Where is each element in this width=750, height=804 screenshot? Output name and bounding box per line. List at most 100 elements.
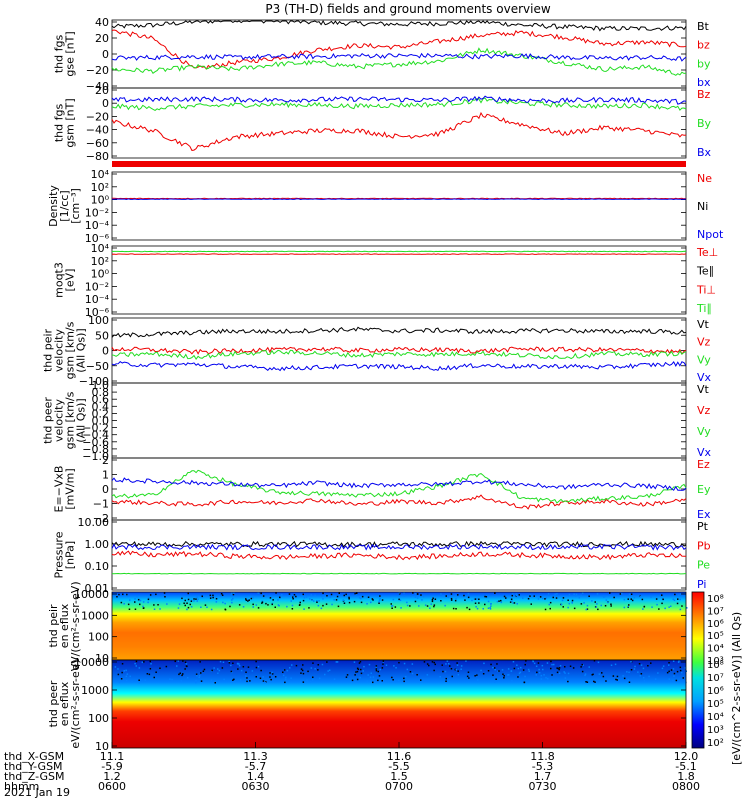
panel-frame: [111, 245, 687, 315]
heatmap-speck: [572, 667, 575, 669]
heatmap-speck: [426, 674, 429, 676]
heatmap-speck: [621, 592, 623, 595]
heatmap-speck: [295, 595, 297, 598]
heatmap-speck: [277, 604, 280, 606]
heatmap-speck: [616, 678, 618, 680]
heatmap-speck: [382, 661, 385, 663]
heatmap-speck: [476, 607, 479, 610]
heatmap-speck: [120, 601, 123, 604]
y-tick-label: −100: [79, 375, 109, 388]
heatmap-speck: [656, 603, 658, 606]
heatmap-speck: [257, 665, 260, 668]
heatmap-speck: [314, 594, 316, 597]
heatmap-speck: [212, 596, 214, 599]
heatmap-speck: [580, 603, 583, 605]
heatmap-speck: [575, 593, 578, 596]
heatmap-speck: [538, 672, 541, 674]
heatmap-speck: [512, 593, 514, 595]
heatmap-speck: [181, 674, 183, 677]
heatmap-speck: [406, 601, 408, 604]
orbit-row-value: -5.9: [101, 760, 122, 773]
y-axis-label: E=−VxB[mV/m]: [53, 466, 77, 513]
heatmap-speck: [271, 602, 274, 605]
heatmap-speck: [676, 670, 679, 673]
heatmap-speck: [274, 606, 276, 608]
heatmap-speck: [610, 664, 613, 666]
y-tick-label: 10: [95, 652, 109, 665]
heatmap-speck: [302, 681, 305, 683]
heatmap-speck: [482, 673, 485, 675]
heatmap-speck: [247, 600, 249, 602]
legend-Pt: Pt: [697, 520, 709, 533]
heatmap-speck: [440, 600, 442, 602]
heatmap-speck: [432, 597, 434, 599]
y-tick-label: 10⁴: [91, 242, 110, 255]
heatmap-speck: [475, 606, 477, 608]
heatmap-speck: [209, 594, 212, 597]
heatmap-speck: [668, 670, 670, 673]
heatmap-speck: [454, 599, 457, 602]
heatmap-speck: [476, 679, 479, 681]
legend-Ez: Ez: [697, 458, 710, 471]
heatmap-speck: [431, 661, 434, 663]
heatmap-speck: [257, 592, 259, 594]
heatmap-speck: [233, 678, 235, 681]
legend-Ne: Ne: [697, 172, 712, 185]
heatmap-speck: [464, 599, 466, 601]
heatmap-speck: [449, 665, 451, 667]
heatmap-speck: [556, 593, 558, 595]
colorbar-tick: 10⁵: [707, 699, 724, 710]
heatmap-speck: [619, 593, 622, 595]
heatmap-speck: [381, 680, 383, 682]
heatmap-speck: [494, 681, 496, 683]
y-tick-label: −40: [86, 80, 109, 93]
legend-Te∥: Te∥: [696, 265, 714, 278]
heatmap-speck: [312, 676, 314, 678]
heatmap-speck: [124, 594, 127, 596]
heatmap-speck: [190, 600, 193, 602]
heatmap-speck: [414, 600, 417, 603]
heatmap-speck: [628, 593, 631, 596]
heatmap-speck: [556, 671, 559, 674]
heatmap-speck: [288, 593, 291, 595]
heatmap-speck: [568, 602, 570, 605]
heatmap-speck: [262, 676, 264, 678]
heatmap-speck: [524, 675, 526, 678]
heatmap-speck: [372, 599, 374, 601]
heatmap-speck: [445, 680, 447, 682]
heatmap-speck: [585, 681, 587, 683]
heatmap-speck: [512, 661, 515, 663]
heatmap-speck: [633, 668, 636, 670]
heatmap-speck: [114, 666, 117, 668]
y-tick-label: 0.2: [92, 407, 110, 420]
heatmap-speck: [474, 675, 476, 677]
legend-Vt: Vt: [697, 383, 710, 396]
heatmap-speck: [252, 606, 254, 608]
panel-peer_velocity: 1.00.80.60.40.20.0−0.2−0.4−0.6−0.8−1.0th…: [42, 379, 712, 463]
heatmap-speck: [378, 599, 381, 601]
heatmap-speck: [574, 595, 577, 597]
heatmap-speck: [149, 668, 152, 670]
heatmap-speck: [513, 667, 516, 670]
heatmap-speck: [398, 598, 400, 601]
heatmap-speck: [247, 599, 249, 601]
heatmap-speck: [236, 663, 239, 665]
heatmap-speck: [149, 660, 151, 663]
heatmap-speck: [444, 670, 447, 673]
heatmap-speck: [592, 681, 594, 684]
heatmap-speck: [155, 671, 157, 673]
y-tick-label: −50: [86, 360, 109, 373]
y-tick-label: −60: [86, 137, 109, 150]
heatmap-speck: [501, 669, 504, 671]
heatmap-speck: [126, 595, 129, 598]
heatmap-speck: [358, 597, 361, 599]
series-Ez: [111, 494, 687, 510]
heatmap-speck: [375, 666, 377, 668]
y-tick-label: 20: [95, 84, 109, 97]
heatmap-speck: [503, 675, 505, 677]
heatmap-speck: [594, 681, 596, 683]
orbit-row-value: 11.1: [100, 750, 125, 763]
heatmap-speck: [563, 671, 565, 673]
heatmap-speck: [540, 674, 543, 677]
heatmap-speck: [337, 605, 340, 608]
